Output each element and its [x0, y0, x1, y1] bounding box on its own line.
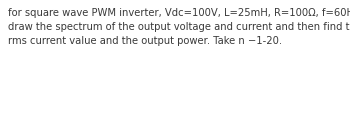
Text: rms current value and the output power. Take n −1-20.: rms current value and the output power. … — [8, 36, 282, 46]
Text: for square wave PWM inverter, Vdc=100V, L=25mH, R=100Ω, f=60Hz.: for square wave PWM inverter, Vdc=100V, … — [8, 8, 350, 18]
Text: draw the spectrum of the output voltage and current and then find the: draw the spectrum of the output voltage … — [8, 22, 350, 32]
